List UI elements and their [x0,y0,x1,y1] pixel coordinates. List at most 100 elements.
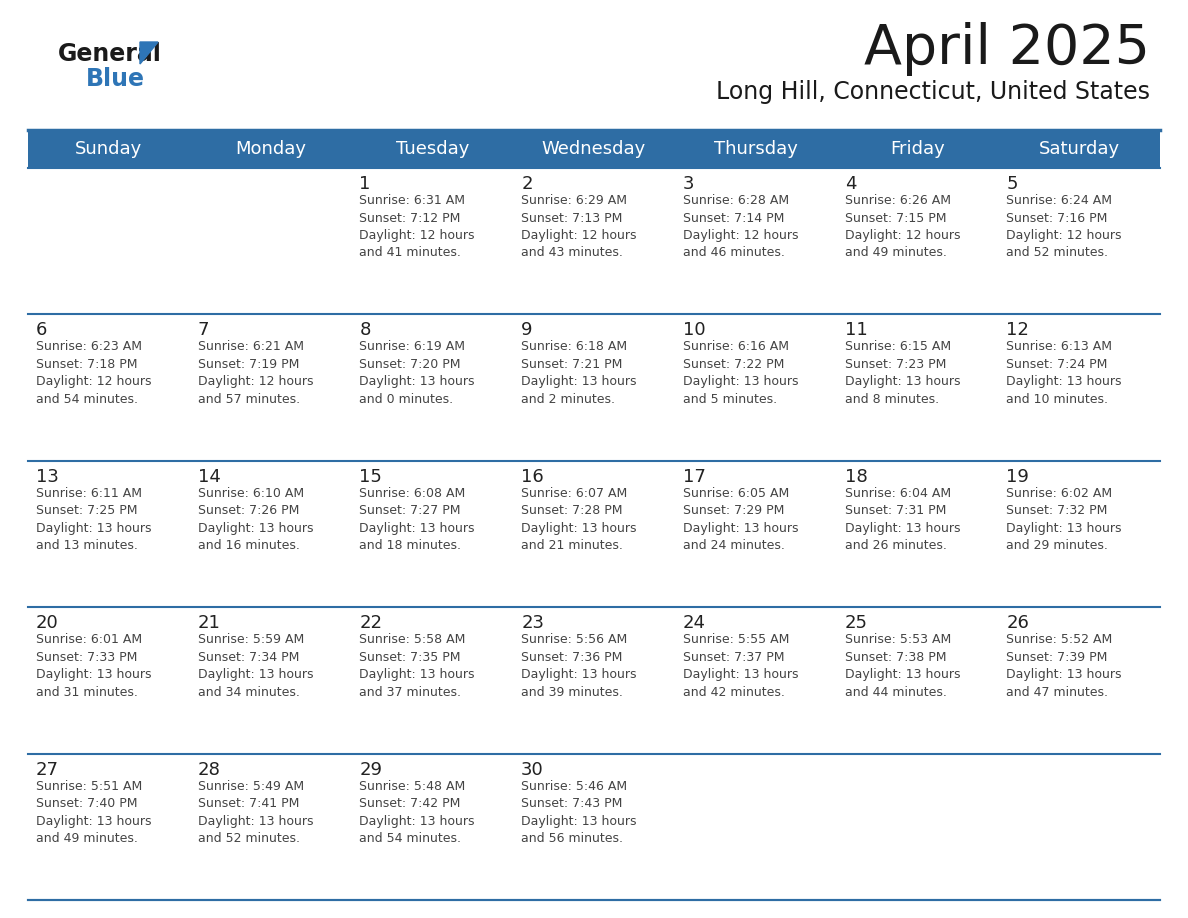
Bar [513,607,675,754]
Bar [190,130,352,168]
Bar [998,314,1159,461]
Text: Sunrise: 6:10 AM
Sunset: 7:26 PM
Daylight: 13 hours
and 16 minutes.: Sunrise: 6:10 AM Sunset: 7:26 PM Dayligh… [197,487,314,553]
Bar [352,168,513,314]
Text: 29: 29 [360,761,383,778]
Text: General: General [58,42,162,66]
Bar [836,314,998,461]
Text: Sunrise: 6:26 AM
Sunset: 7:15 PM
Daylight: 12 hours
and 49 minutes.: Sunrise: 6:26 AM Sunset: 7:15 PM Dayligh… [845,194,960,260]
Bar [836,607,998,754]
Bar [675,130,836,168]
Text: Sunrise: 6:04 AM
Sunset: 7:31 PM
Daylight: 13 hours
and 26 minutes.: Sunrise: 6:04 AM Sunset: 7:31 PM Dayligh… [845,487,960,553]
Bar [513,754,675,900]
Text: Monday: Monday [235,140,307,158]
Bar [190,461,352,607]
Text: Sunrise: 5:49 AM
Sunset: 7:41 PM
Daylight: 13 hours
and 52 minutes.: Sunrise: 5:49 AM Sunset: 7:41 PM Dayligh… [197,779,314,845]
Text: 3: 3 [683,175,694,193]
Text: 28: 28 [197,761,221,778]
Text: Sunrise: 5:48 AM
Sunset: 7:42 PM
Daylight: 13 hours
and 54 minutes.: Sunrise: 5:48 AM Sunset: 7:42 PM Dayligh… [360,779,475,845]
Bar [190,168,352,314]
Text: 23: 23 [522,614,544,633]
Text: Sunrise: 5:52 AM
Sunset: 7:39 PM
Daylight: 13 hours
and 47 minutes.: Sunrise: 5:52 AM Sunset: 7:39 PM Dayligh… [1006,633,1121,699]
Text: Sunrise: 6:08 AM
Sunset: 7:27 PM
Daylight: 13 hours
and 18 minutes.: Sunrise: 6:08 AM Sunset: 7:27 PM Dayligh… [360,487,475,553]
Text: Sunrise: 6:24 AM
Sunset: 7:16 PM
Daylight: 12 hours
and 52 minutes.: Sunrise: 6:24 AM Sunset: 7:16 PM Dayligh… [1006,194,1121,260]
Text: 17: 17 [683,468,706,486]
Bar [29,314,190,461]
Text: Sunrise: 6:31 AM
Sunset: 7:12 PM
Daylight: 12 hours
and 41 minutes.: Sunrise: 6:31 AM Sunset: 7:12 PM Dayligh… [360,194,475,260]
Bar [675,168,836,314]
Text: 9: 9 [522,321,532,340]
Bar [998,754,1159,900]
Bar [836,168,998,314]
Bar [29,168,190,314]
Bar [352,754,513,900]
Text: Sunrise: 6:23 AM
Sunset: 7:18 PM
Daylight: 12 hours
and 54 minutes.: Sunrise: 6:23 AM Sunset: 7:18 PM Dayligh… [36,341,152,406]
Bar [190,607,352,754]
Bar [675,607,836,754]
Text: Sunrise: 6:18 AM
Sunset: 7:21 PM
Daylight: 13 hours
and 2 minutes.: Sunrise: 6:18 AM Sunset: 7:21 PM Dayligh… [522,341,637,406]
Bar [836,130,998,168]
Text: 30: 30 [522,761,544,778]
Text: Sunrise: 6:05 AM
Sunset: 7:29 PM
Daylight: 13 hours
and 24 minutes.: Sunrise: 6:05 AM Sunset: 7:29 PM Dayligh… [683,487,798,553]
Bar [513,130,675,168]
Bar [29,130,190,168]
Text: 1: 1 [360,175,371,193]
Text: 26: 26 [1006,614,1029,633]
Text: 12: 12 [1006,321,1029,340]
Text: 27: 27 [36,761,59,778]
Bar [998,461,1159,607]
Bar [998,130,1159,168]
Bar [513,314,675,461]
Text: Sunrise: 6:15 AM
Sunset: 7:23 PM
Daylight: 13 hours
and 8 minutes.: Sunrise: 6:15 AM Sunset: 7:23 PM Dayligh… [845,341,960,406]
Bar [352,130,513,168]
Bar [836,461,998,607]
Text: 5: 5 [1006,175,1018,193]
Text: Sunrise: 5:46 AM
Sunset: 7:43 PM
Daylight: 13 hours
and 56 minutes.: Sunrise: 5:46 AM Sunset: 7:43 PM Dayligh… [522,779,637,845]
Bar [513,461,675,607]
Bar [190,314,352,461]
Text: Sunrise: 6:01 AM
Sunset: 7:33 PM
Daylight: 13 hours
and 31 minutes.: Sunrise: 6:01 AM Sunset: 7:33 PM Dayligh… [36,633,152,699]
Bar [352,461,513,607]
Bar [836,754,998,900]
Text: 15: 15 [360,468,383,486]
Text: Sunrise: 6:16 AM
Sunset: 7:22 PM
Daylight: 13 hours
and 5 minutes.: Sunrise: 6:16 AM Sunset: 7:22 PM Dayligh… [683,341,798,406]
Text: April 2025: April 2025 [864,22,1150,76]
Text: 19: 19 [1006,468,1029,486]
Text: Friday: Friday [890,140,944,158]
Bar [352,314,513,461]
Text: Sunrise: 6:19 AM
Sunset: 7:20 PM
Daylight: 13 hours
and 0 minutes.: Sunrise: 6:19 AM Sunset: 7:20 PM Dayligh… [360,341,475,406]
Text: Sunrise: 5:51 AM
Sunset: 7:40 PM
Daylight: 13 hours
and 49 minutes.: Sunrise: 5:51 AM Sunset: 7:40 PM Dayligh… [36,779,152,845]
Text: 24: 24 [683,614,706,633]
Text: 18: 18 [845,468,867,486]
Text: Sunrise: 6:07 AM
Sunset: 7:28 PM
Daylight: 13 hours
and 21 minutes.: Sunrise: 6:07 AM Sunset: 7:28 PM Dayligh… [522,487,637,553]
Text: Sunrise: 5:56 AM
Sunset: 7:36 PM
Daylight: 13 hours
and 39 minutes.: Sunrise: 5:56 AM Sunset: 7:36 PM Dayligh… [522,633,637,699]
Bar [29,461,190,607]
Text: 16: 16 [522,468,544,486]
Text: Sunday: Sunday [75,140,143,158]
Text: 7: 7 [197,321,209,340]
Text: Saturday: Saturday [1038,140,1120,158]
Text: 2: 2 [522,175,532,193]
Text: 4: 4 [845,175,857,193]
Text: 6: 6 [36,321,48,340]
Text: 21: 21 [197,614,221,633]
Text: Sunrise: 5:53 AM
Sunset: 7:38 PM
Daylight: 13 hours
and 44 minutes.: Sunrise: 5:53 AM Sunset: 7:38 PM Dayligh… [845,633,960,699]
Bar [29,607,190,754]
Bar [675,461,836,607]
Text: 14: 14 [197,468,221,486]
Text: 10: 10 [683,321,706,340]
Bar [513,168,675,314]
Text: Sunrise: 6:28 AM
Sunset: 7:14 PM
Daylight: 12 hours
and 46 minutes.: Sunrise: 6:28 AM Sunset: 7:14 PM Dayligh… [683,194,798,260]
Bar [998,607,1159,754]
Text: Thursday: Thursday [714,140,797,158]
Bar [675,754,836,900]
Text: Sunrise: 6:13 AM
Sunset: 7:24 PM
Daylight: 13 hours
and 10 minutes.: Sunrise: 6:13 AM Sunset: 7:24 PM Dayligh… [1006,341,1121,406]
Text: Sunrise: 5:59 AM
Sunset: 7:34 PM
Daylight: 13 hours
and 34 minutes.: Sunrise: 5:59 AM Sunset: 7:34 PM Dayligh… [197,633,314,699]
Text: 13: 13 [36,468,59,486]
Text: Wednesday: Wednesday [542,140,646,158]
Bar [998,168,1159,314]
Bar [190,754,352,900]
Text: 22: 22 [360,614,383,633]
Text: 25: 25 [845,614,867,633]
Text: Sunrise: 6:21 AM
Sunset: 7:19 PM
Daylight: 12 hours
and 57 minutes.: Sunrise: 6:21 AM Sunset: 7:19 PM Dayligh… [197,341,314,406]
Text: Sunrise: 5:58 AM
Sunset: 7:35 PM
Daylight: 13 hours
and 37 minutes.: Sunrise: 5:58 AM Sunset: 7:35 PM Dayligh… [360,633,475,699]
